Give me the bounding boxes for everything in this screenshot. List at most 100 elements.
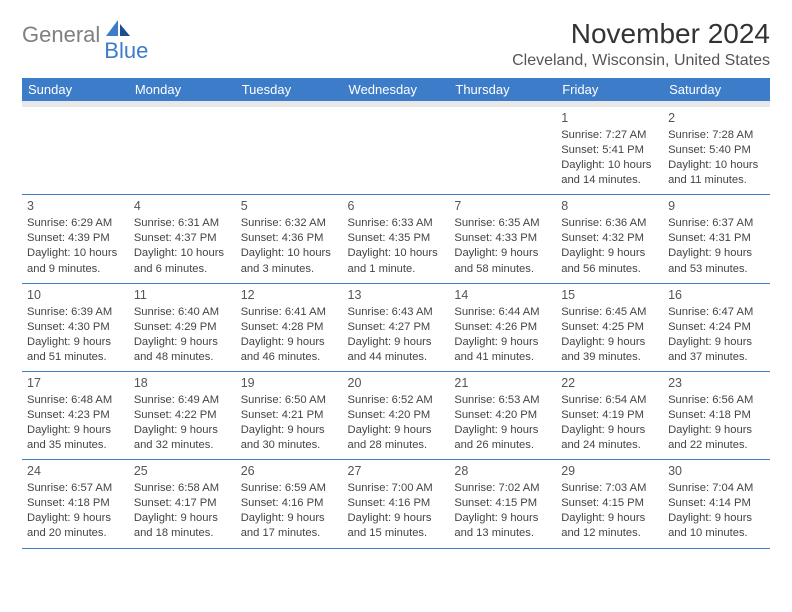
day-number: 3 [27, 198, 124, 215]
day-number: 13 [348, 287, 445, 304]
daylight-text: Daylight: 10 hours and 1 minute. [348, 246, 445, 276]
daylight-text: Daylight: 9 hours and 56 minutes. [561, 246, 658, 276]
calendar-cell: 13Sunrise: 6:43 AMSunset: 4:27 PMDayligh… [343, 283, 450, 371]
daylight-text: Daylight: 9 hours and 32 minutes. [134, 423, 231, 453]
daylight-text: Daylight: 9 hours and 39 minutes. [561, 335, 658, 365]
day-number: 10 [27, 287, 124, 304]
sunrise-text: Sunrise: 6:32 AM [241, 216, 338, 231]
day-number: 1 [561, 110, 658, 127]
calendar-cell: 30Sunrise: 7:04 AMSunset: 4:14 PMDayligh… [663, 460, 770, 548]
day-header: Thursday [449, 78, 556, 104]
daylight-text: Daylight: 9 hours and 28 minutes. [348, 423, 445, 453]
day-number: 4 [134, 198, 231, 215]
daylight-text: Daylight: 9 hours and 48 minutes. [134, 335, 231, 365]
sunrise-text: Sunrise: 7:04 AM [668, 481, 765, 496]
day-number: 25 [134, 463, 231, 480]
day-number: 5 [241, 198, 338, 215]
sunrise-text: Sunrise: 7:00 AM [348, 481, 445, 496]
calendar-cell [449, 104, 556, 195]
sunset-text: Sunset: 5:41 PM [561, 143, 658, 158]
sunset-text: Sunset: 4:16 PM [348, 496, 445, 511]
sunset-text: Sunset: 4:24 PM [668, 320, 765, 335]
sunrise-text: Sunrise: 6:59 AM [241, 481, 338, 496]
logo: General Blue [22, 22, 176, 48]
sunset-text: Sunset: 4:26 PM [454, 320, 551, 335]
sunrise-text: Sunrise: 6:58 AM [134, 481, 231, 496]
sunrise-text: Sunrise: 6:56 AM [668, 393, 765, 408]
sunrise-text: Sunrise: 6:37 AM [668, 216, 765, 231]
daylight-text: Daylight: 9 hours and 58 minutes. [454, 246, 551, 276]
day-number: 2 [668, 110, 765, 127]
day-number: 6 [348, 198, 445, 215]
sunset-text: Sunset: 4:18 PM [668, 408, 765, 423]
day-number: 12 [241, 287, 338, 304]
calendar-cell: 17Sunrise: 6:48 AMSunset: 4:23 PMDayligh… [22, 371, 129, 459]
sunrise-text: Sunrise: 6:50 AM [241, 393, 338, 408]
calendar-cell: 2Sunrise: 7:28 AMSunset: 5:40 PMDaylight… [663, 104, 770, 195]
day-number: 11 [134, 287, 231, 304]
daylight-text: Daylight: 9 hours and 35 minutes. [27, 423, 124, 453]
sunset-text: Sunset: 4:25 PM [561, 320, 658, 335]
sunrise-text: Sunrise: 6:53 AM [454, 393, 551, 408]
calendar-table: SundayMondayTuesdayWednesdayThursdayFrid… [22, 78, 770, 549]
daylight-text: Daylight: 9 hours and 37 minutes. [668, 335, 765, 365]
day-header: Wednesday [343, 78, 450, 104]
daylight-text: Daylight: 9 hours and 41 minutes. [454, 335, 551, 365]
sunrise-text: Sunrise: 6:40 AM [134, 305, 231, 320]
calendar-cell: 14Sunrise: 6:44 AMSunset: 4:26 PMDayligh… [449, 283, 556, 371]
day-number: 20 [348, 375, 445, 392]
day-number: 19 [241, 375, 338, 392]
sunset-text: Sunset: 4:32 PM [561, 231, 658, 246]
sunset-text: Sunset: 4:16 PM [241, 496, 338, 511]
sunrise-text: Sunrise: 6:39 AM [27, 305, 124, 320]
sunset-text: Sunset: 4:33 PM [454, 231, 551, 246]
calendar-cell [129, 104, 236, 195]
calendar-cell: 28Sunrise: 7:02 AMSunset: 4:15 PMDayligh… [449, 460, 556, 548]
sunset-text: Sunset: 4:15 PM [454, 496, 551, 511]
sunset-text: Sunset: 4:23 PM [27, 408, 124, 423]
header: General Blue November 2024 Cleveland, Wi… [22, 18, 770, 70]
sunrise-text: Sunrise: 7:03 AM [561, 481, 658, 496]
daylight-text: Daylight: 9 hours and 18 minutes. [134, 511, 231, 541]
sunset-text: Sunset: 4:28 PM [241, 320, 338, 335]
daylight-text: Daylight: 9 hours and 10 minutes. [668, 511, 765, 541]
calendar-cell [22, 104, 129, 195]
daylight-text: Daylight: 9 hours and 46 minutes. [241, 335, 338, 365]
daylight-text: Daylight: 10 hours and 9 minutes. [27, 246, 124, 276]
sunrise-text: Sunrise: 6:36 AM [561, 216, 658, 231]
sunset-text: Sunset: 4:17 PM [134, 496, 231, 511]
sunset-text: Sunset: 4:15 PM [561, 496, 658, 511]
calendar-cell: 27Sunrise: 7:00 AMSunset: 4:16 PMDayligh… [343, 460, 450, 548]
day-header: Tuesday [236, 78, 343, 104]
sunrise-text: Sunrise: 6:35 AM [454, 216, 551, 231]
sunrise-text: Sunrise: 6:44 AM [454, 305, 551, 320]
sunset-text: Sunset: 4:19 PM [561, 408, 658, 423]
day-number: 26 [241, 463, 338, 480]
day-number: 27 [348, 463, 445, 480]
daylight-text: Daylight: 9 hours and 26 minutes. [454, 423, 551, 453]
calendar-cell: 26Sunrise: 6:59 AMSunset: 4:16 PMDayligh… [236, 460, 343, 548]
calendar-cell: 10Sunrise: 6:39 AMSunset: 4:30 PMDayligh… [22, 283, 129, 371]
calendar-cell: 7Sunrise: 6:35 AMSunset: 4:33 PMDaylight… [449, 195, 556, 283]
daylight-text: Daylight: 9 hours and 44 minutes. [348, 335, 445, 365]
daylight-text: Daylight: 9 hours and 22 minutes. [668, 423, 765, 453]
logo-text-blue: Blue [104, 38, 148, 64]
sunrise-text: Sunrise: 6:43 AM [348, 305, 445, 320]
sunset-text: Sunset: 4:27 PM [348, 320, 445, 335]
daylight-text: Daylight: 10 hours and 14 minutes. [561, 158, 658, 188]
location: Cleveland, Wisconsin, United States [512, 52, 770, 70]
calendar-cell: 12Sunrise: 6:41 AMSunset: 4:28 PMDayligh… [236, 283, 343, 371]
calendar-cell: 24Sunrise: 6:57 AMSunset: 4:18 PMDayligh… [22, 460, 129, 548]
day-number: 14 [454, 287, 551, 304]
month-title: November 2024 [512, 18, 770, 50]
sunrise-text: Sunrise: 6:45 AM [561, 305, 658, 320]
daylight-text: Daylight: 9 hours and 53 minutes. [668, 246, 765, 276]
day-number: 30 [668, 463, 765, 480]
daylight-text: Daylight: 9 hours and 20 minutes. [27, 511, 124, 541]
sunrise-text: Sunrise: 7:28 AM [668, 128, 765, 143]
day-header: Sunday [22, 78, 129, 104]
sunrise-text: Sunrise: 6:57 AM [27, 481, 124, 496]
sunset-text: Sunset: 4:20 PM [454, 408, 551, 423]
daylight-text: Daylight: 9 hours and 51 minutes. [27, 335, 124, 365]
sunset-text: Sunset: 4:36 PM [241, 231, 338, 246]
